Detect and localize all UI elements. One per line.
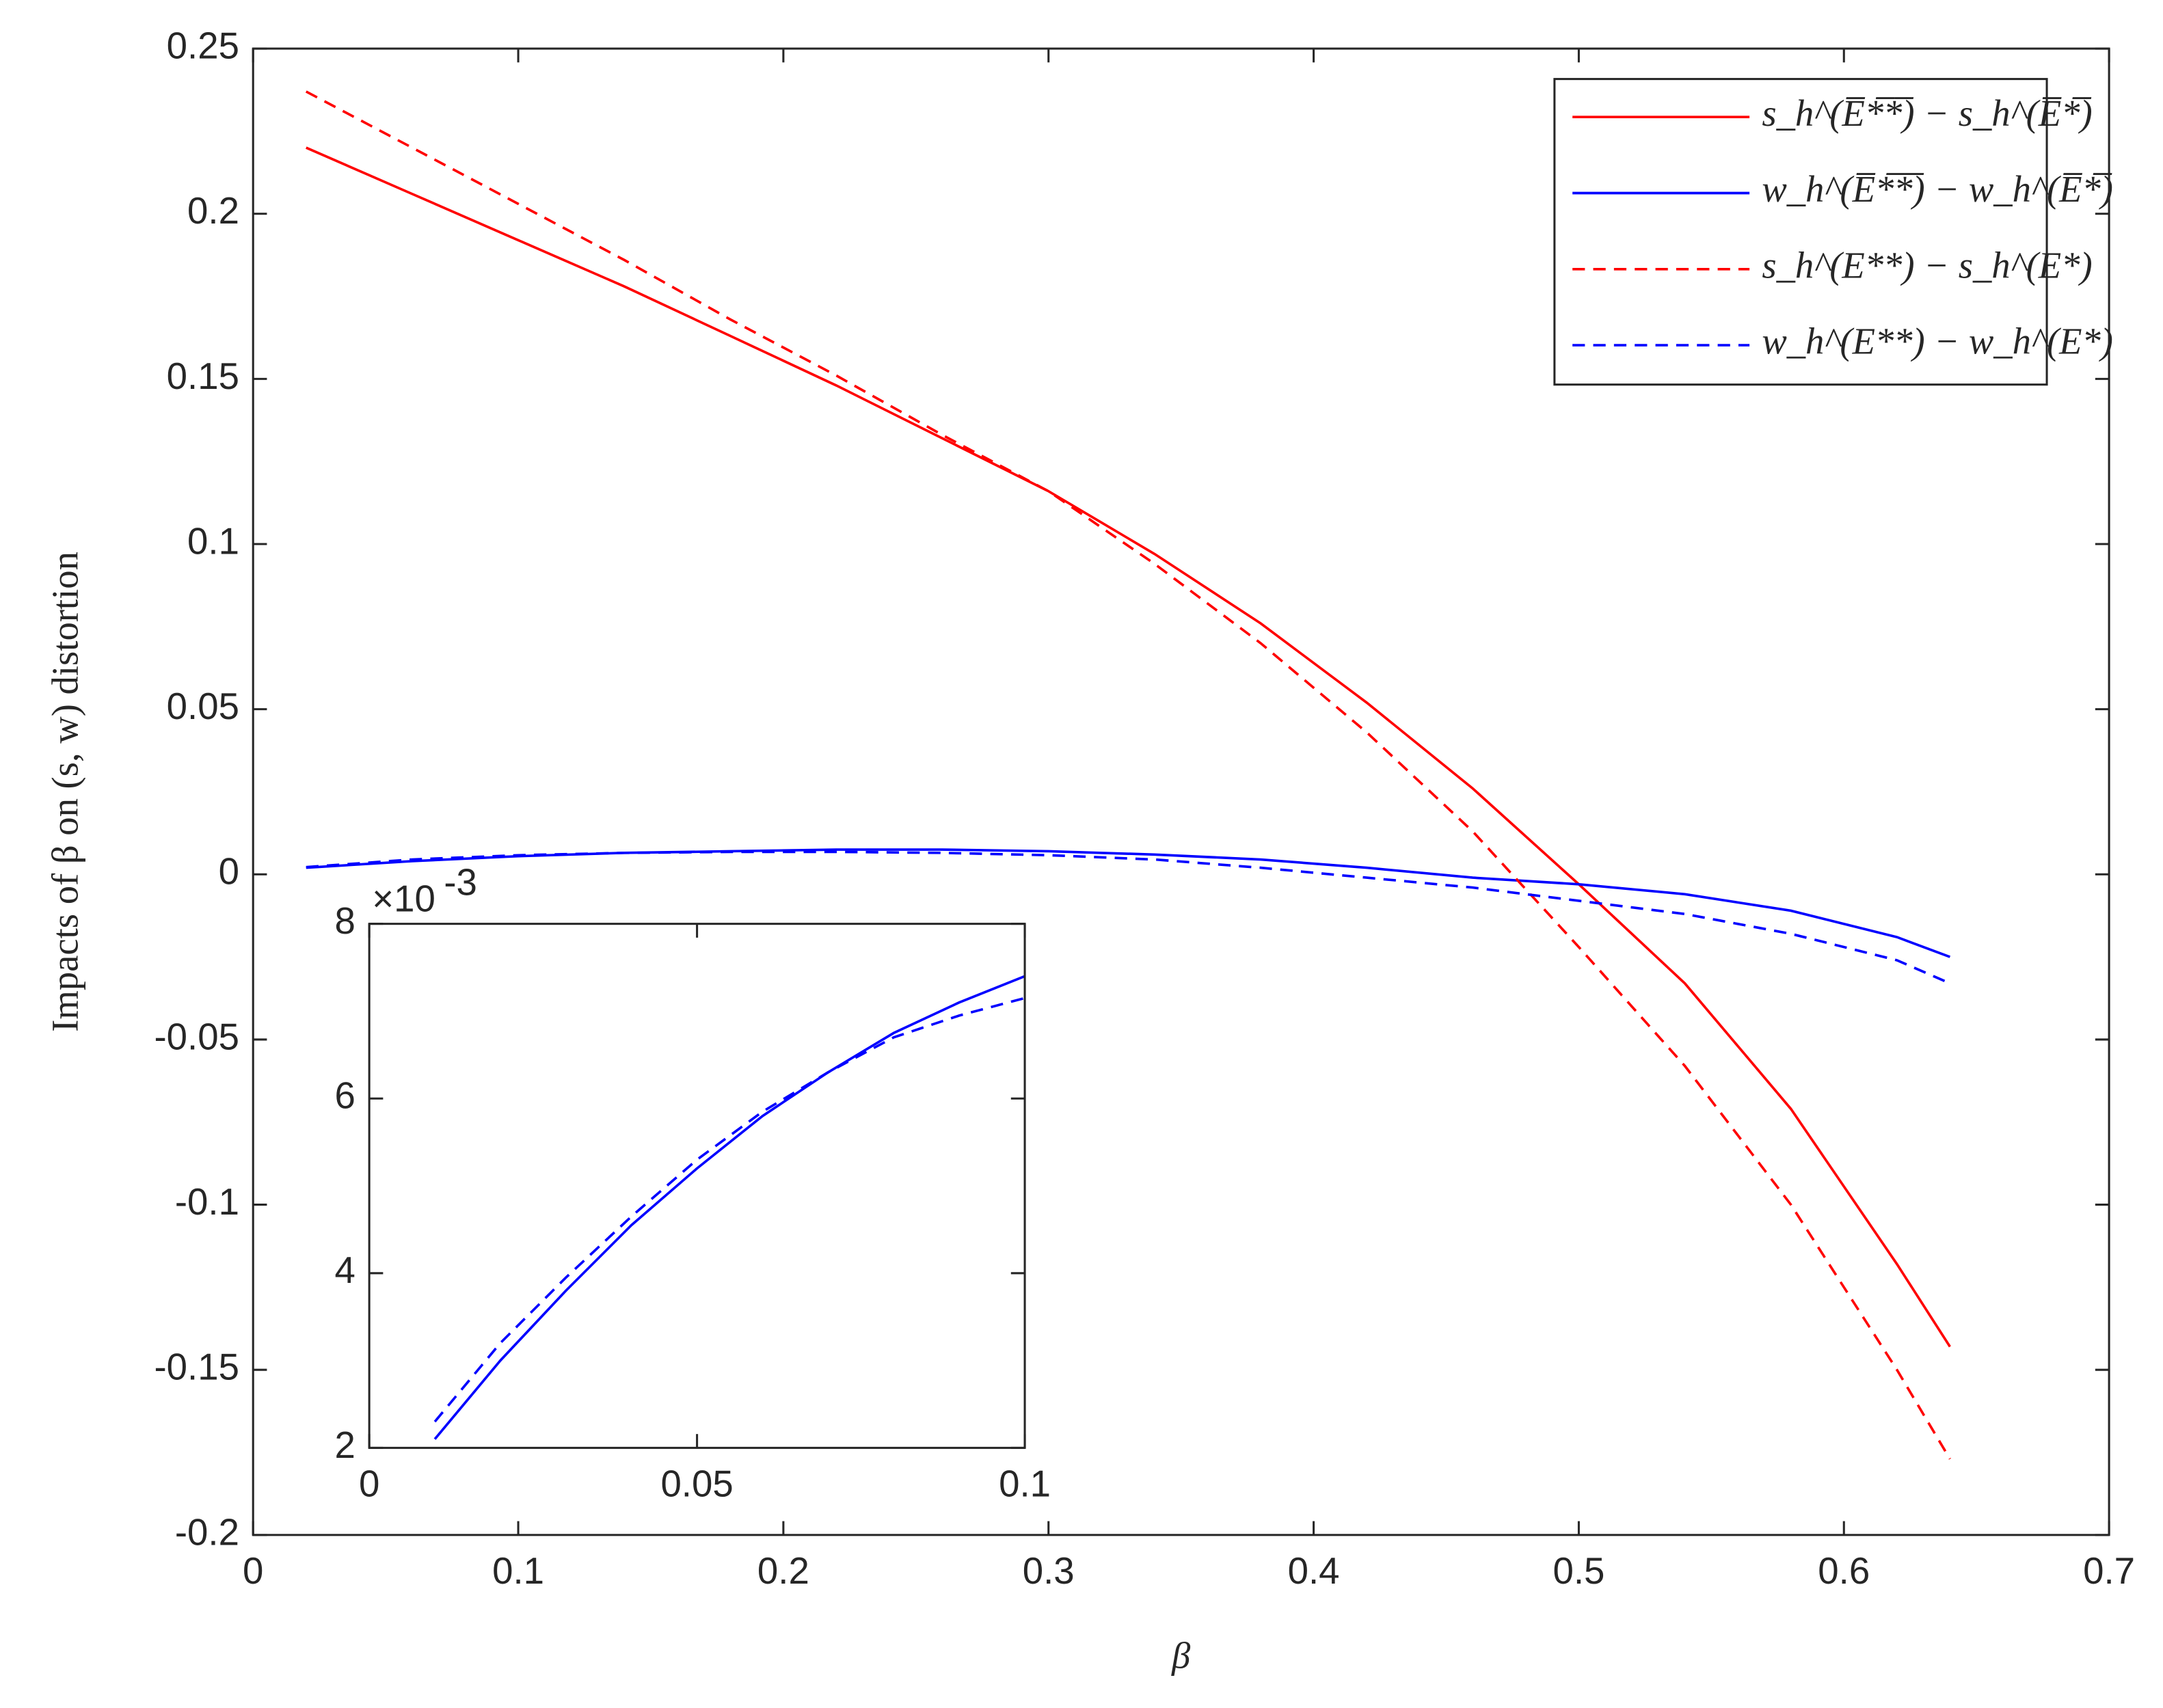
series-line bbox=[306, 146, 1951, 1348]
x-axis-label: β bbox=[1171, 1634, 1191, 1676]
y-tick-label: 4 bbox=[335, 1249, 355, 1291]
plot-area bbox=[369, 923, 1025, 1448]
series-line bbox=[306, 848, 1951, 958]
series-line bbox=[433, 997, 1025, 1423]
y-scale-exponent: -3 bbox=[444, 861, 477, 903]
y-tick-label: -0.2 bbox=[175, 1511, 239, 1553]
y-tick-label: 0.25 bbox=[167, 25, 239, 67]
x-tick-label: 0.2 bbox=[757, 1550, 809, 1592]
legend-label: s_h^(E**) − s_h^(E*) bbox=[1762, 244, 2092, 286]
x-tick-label: 0.1 bbox=[999, 1463, 1051, 1504]
x-tick-label: 0 bbox=[359, 1463, 379, 1504]
x-tick-label: 0.3 bbox=[1023, 1550, 1075, 1592]
x-tick-label: 0.05 bbox=[660, 1463, 733, 1504]
x-tick-label: 0.1 bbox=[492, 1550, 544, 1592]
y-tick-label: -0.1 bbox=[175, 1181, 239, 1223]
y-tick-label: -0.15 bbox=[154, 1346, 239, 1388]
x-tick-label: 0.6 bbox=[1818, 1550, 1870, 1592]
y-tick-label: -0.05 bbox=[154, 1016, 239, 1057]
axes-box bbox=[252, 47, 2110, 1536]
series-line bbox=[305, 90, 1951, 1460]
y-tick-label: 0.2 bbox=[187, 190, 239, 232]
y-scale-base: ×10 bbox=[372, 878, 435, 920]
series-line bbox=[306, 850, 1951, 985]
x-tick-label: 0 bbox=[243, 1550, 263, 1592]
x-tick-label: 0.7 bbox=[2083, 1550, 2135, 1592]
legend-label: s_h^(E̅*̅*̅) − s_h^(E̅*̅) bbox=[1762, 92, 2092, 134]
y-tick-label: 6 bbox=[335, 1075, 355, 1117]
series-line bbox=[433, 975, 1025, 1440]
y-tick-label: 0.05 bbox=[167, 686, 239, 727]
y-tick-label: 0 bbox=[219, 851, 239, 893]
y-tick-label: 0.15 bbox=[167, 355, 239, 397]
y-tick-label: 2 bbox=[335, 1424, 355, 1466]
legend-box bbox=[1553, 78, 2048, 386]
legend-label: w_h^(E̅*̅*̅) − w_h^(E̅*̅) bbox=[1762, 168, 2113, 210]
x-tick-label: 0.5 bbox=[1553, 1550, 1604, 1592]
legend-label: w_h^(E**) − w_h^(E*) bbox=[1762, 321, 2113, 362]
y-axis-label: Impacts of β on (s, w) distortion bbox=[44, 552, 86, 1032]
x-tick-label: 0.4 bbox=[1288, 1550, 1340, 1592]
y-tick-label: 8 bbox=[335, 900, 355, 942]
axes-box bbox=[368, 923, 1026, 1449]
y-tick-label: 0.1 bbox=[187, 520, 239, 562]
